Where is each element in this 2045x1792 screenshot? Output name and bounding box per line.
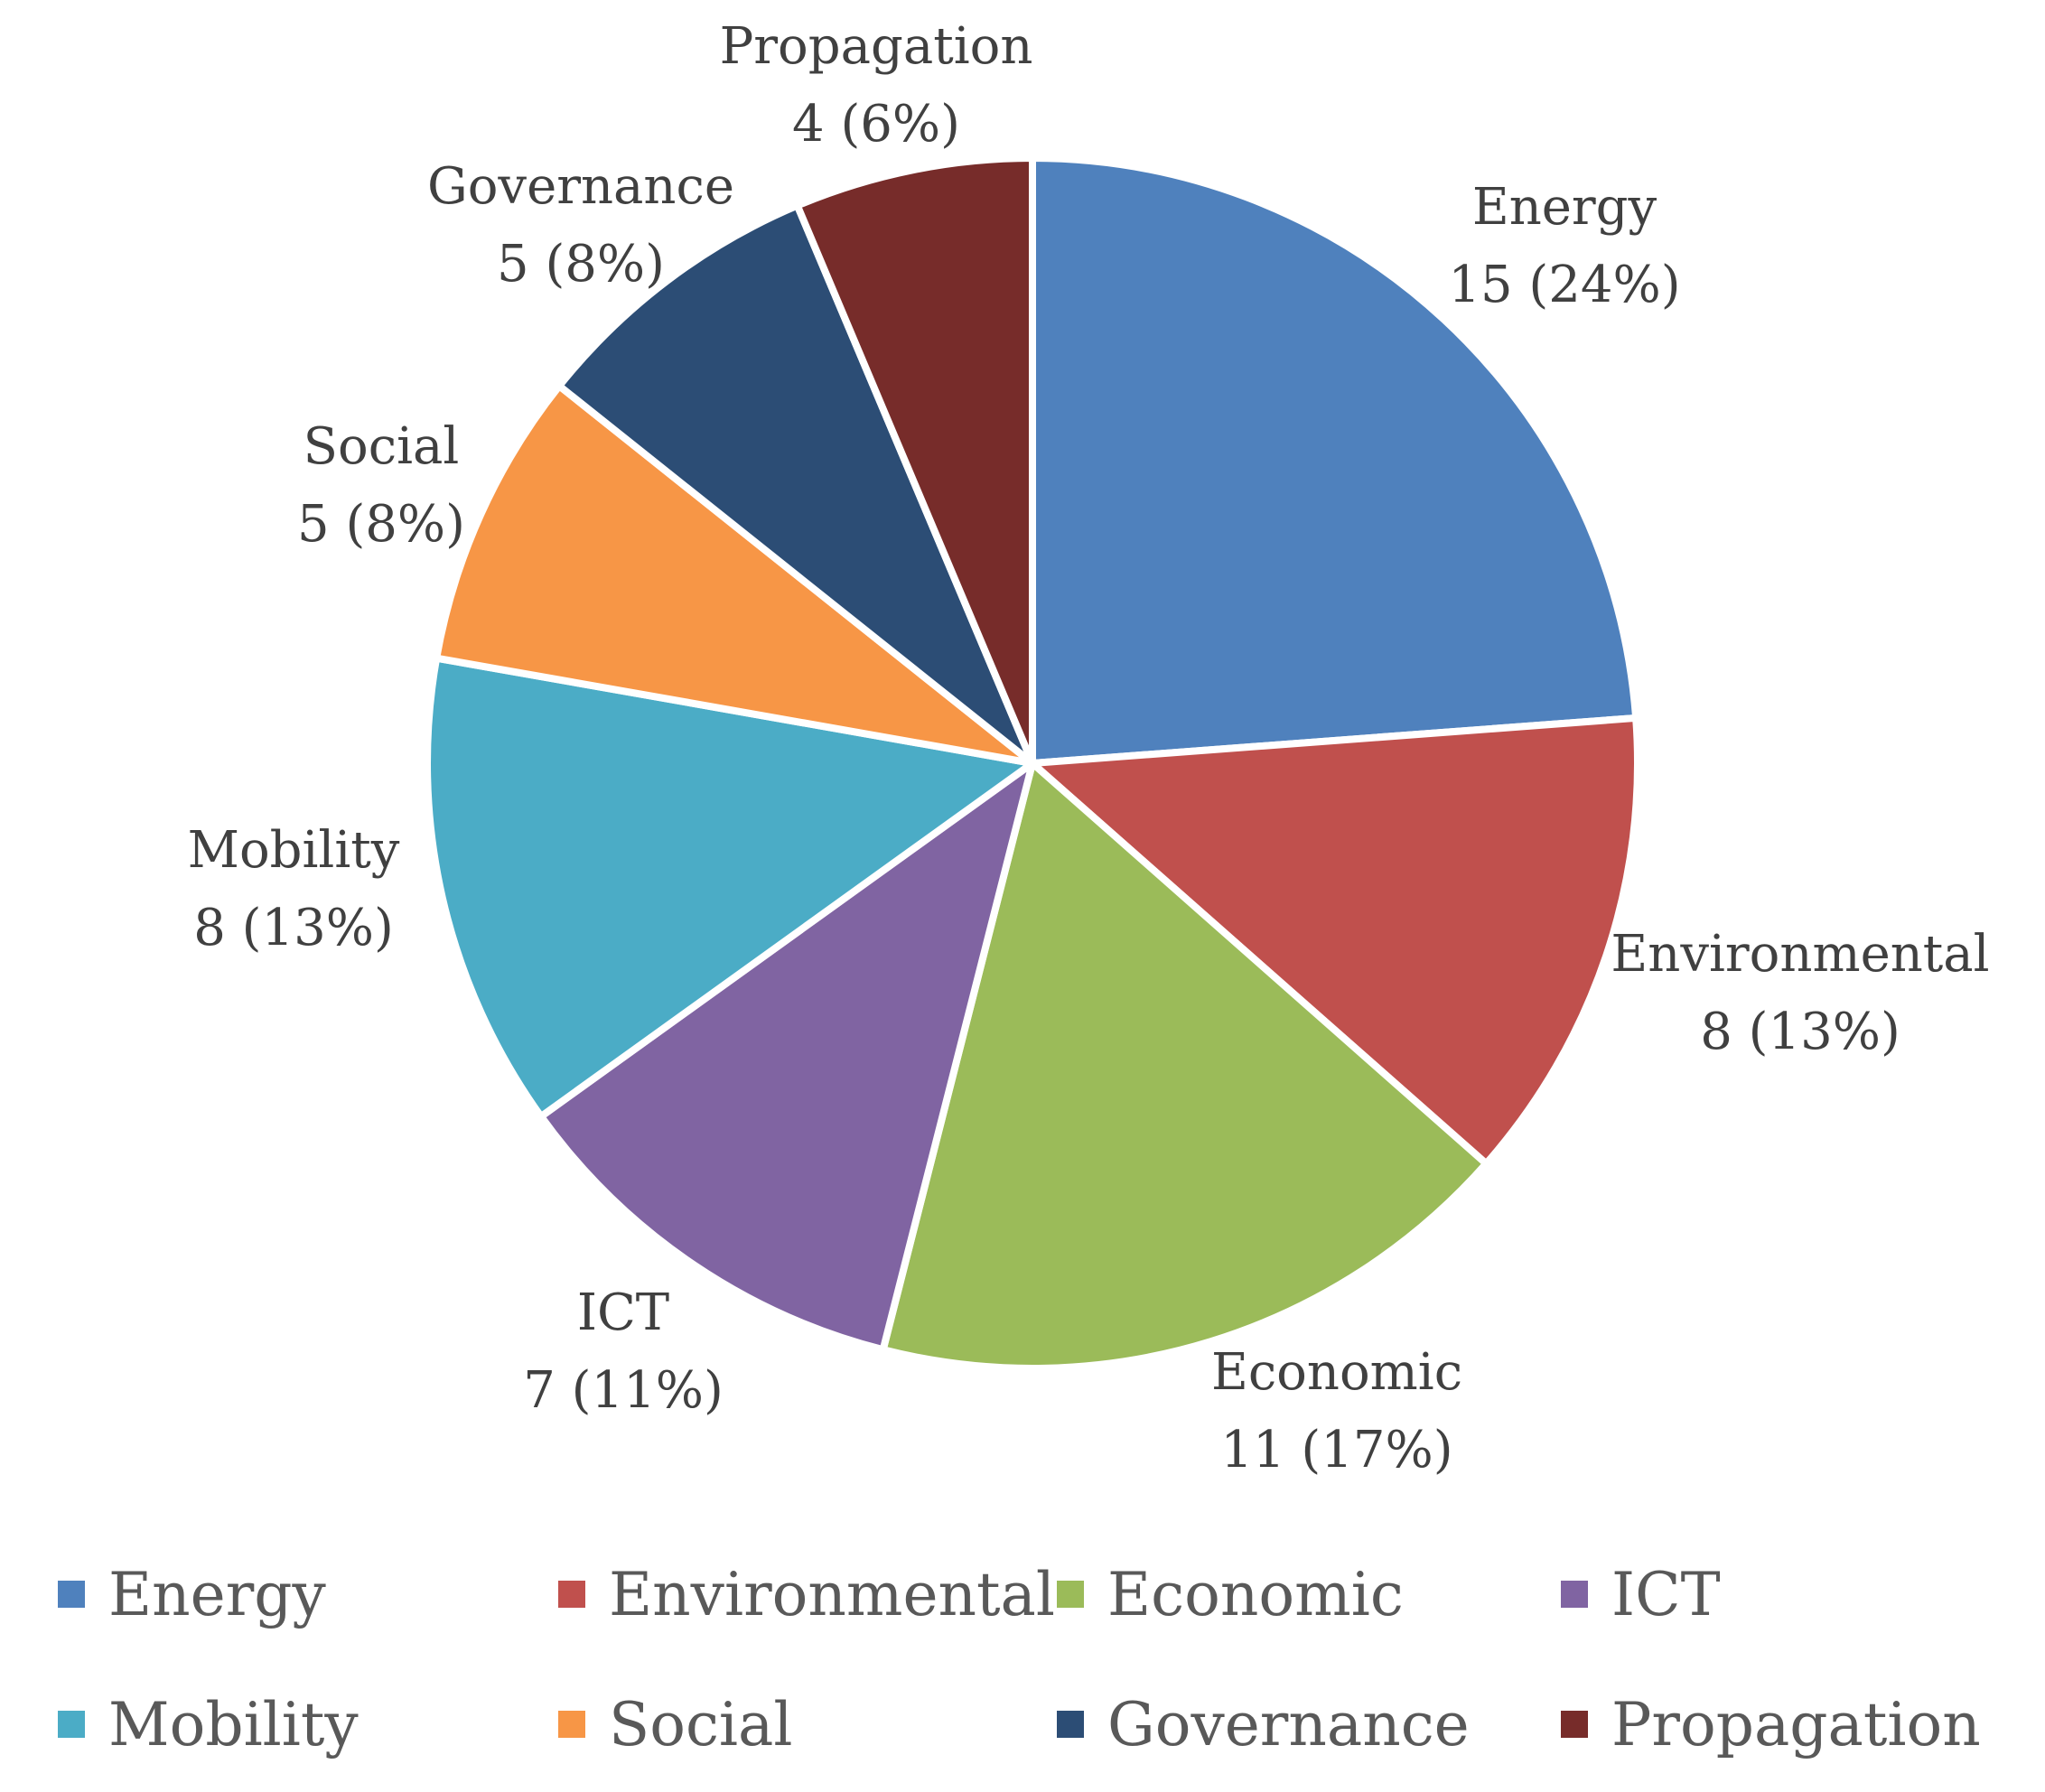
pie-slice-energy: [1029, 154, 1640, 767]
data-label-propagation: Propagation 4 (6%): [720, 17, 1033, 154]
data-label-governance: Governance 5 (8%): [427, 157, 734, 294]
data-label-category: Environmental: [1611, 925, 1989, 984]
legend-swatch: [1561, 1711, 1588, 1738]
pie-slice-ict: [537, 760, 1036, 1354]
legend-item-economic: Economic: [1057, 1560, 1404, 1629]
legend-label: Economic: [1107, 1560, 1404, 1629]
data-label-value: 11 (17%): [1220, 1421, 1452, 1479]
legend-label: Environmental: [609, 1560, 1055, 1629]
data-label-energy: Energy 15 (24%): [1448, 178, 1680, 314]
legend-item-governance: Governance: [1057, 1690, 1470, 1759]
legend-swatch: [1057, 1581, 1084, 1608]
pie-slices: [424, 154, 1641, 1372]
data-label-category: ICT: [577, 1283, 669, 1342]
data-label-ict: ICT 7 (11%): [523, 1283, 724, 1420]
data-label-category: Social: [303, 417, 460, 476]
data-label-mobility: Mobility 8 (13%): [188, 821, 400, 957]
data-label-value: 8 (13%): [193, 899, 394, 957]
pie-slice-economic: [879, 760, 1490, 1372]
data-labels: Energy 15 (24%) Environmental 8 (13%) Econom…: [188, 17, 1990, 1479]
legend: Energy Environmental Economic ICT Mobility So…: [58, 1560, 1981, 1759]
data-label-value: 5 (8%): [497, 235, 665, 294]
legend-swatch: [58, 1581, 85, 1608]
data-label-category: Mobility: [188, 821, 400, 880]
data-label-category: Economic: [1211, 1343, 1462, 1402]
legend-label: Energy: [108, 1560, 327, 1629]
legend-item-social: Social: [558, 1690, 792, 1759]
legend-swatch: [1057, 1711, 1084, 1738]
legend-label: Mobility: [108, 1690, 359, 1759]
data-label-value: 5 (8%): [297, 495, 465, 554]
data-label-category: Energy: [1472, 178, 1657, 237]
pie-slice-environmental: [1029, 714, 1641, 1168]
legend-label: Governance: [1107, 1690, 1470, 1759]
legend-label: Social: [609, 1690, 792, 1759]
data-label-value: 7 (11%): [523, 1361, 724, 1420]
pie-slice-propagation: [793, 154, 1036, 767]
pie-slice-social: [433, 382, 1036, 767]
data-label-category: Propagation: [720, 17, 1033, 76]
legend-swatch: [558, 1581, 585, 1608]
data-label-social: Social 5 (8%): [297, 417, 465, 554]
data-label-value: 4 (6%): [792, 95, 960, 154]
data-label-value: 8 (13%): [1700, 1003, 1900, 1061]
legend-label: Propagation: [1611, 1690, 1981, 1759]
data-label-environmental: Environmental 8 (13%): [1611, 925, 1989, 1061]
data-label-economic: Economic 11 (17%): [1211, 1343, 1462, 1479]
data-label-value: 15 (24%): [1448, 256, 1680, 314]
legend-item-mobility: Mobility: [58, 1690, 359, 1759]
legend-item-ict: ICT: [1561, 1560, 1721, 1629]
legend-swatch: [58, 1711, 85, 1738]
legend-item-propagation: Propagation: [1561, 1690, 1981, 1759]
legend-swatch: [558, 1711, 585, 1738]
legend-item-energy: Energy: [58, 1560, 327, 1629]
legend-label: ICT: [1611, 1560, 1721, 1629]
pie-slice-mobility: [424, 654, 1036, 1121]
legend-item-environmental: Environmental: [558, 1560, 1055, 1629]
legend-swatch: [1561, 1581, 1588, 1608]
pie-slice-governance: [556, 201, 1036, 767]
data-label-category: Governance: [427, 157, 734, 216]
